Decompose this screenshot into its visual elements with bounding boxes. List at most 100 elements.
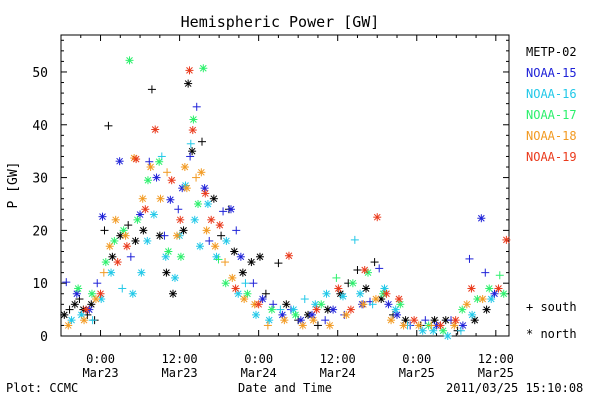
north-point [371,295,380,304]
north-point [323,305,332,314]
north-point [169,289,177,298]
south-point [274,259,283,268]
north-point [228,273,237,282]
north-point [393,310,401,319]
north-point [338,292,347,301]
south-point [145,157,154,166]
south-point [217,231,226,240]
legend-item: NOAA-16 [526,87,577,101]
north-point [190,215,199,224]
north-point [146,163,155,172]
plot-area [60,34,510,337]
north-point [485,284,494,293]
north-point [176,215,185,224]
south-point [124,221,133,230]
north-point [359,300,368,309]
north-point [502,235,511,244]
north-point [201,189,210,198]
north-point [197,168,206,177]
north-point [334,284,343,293]
north-point [141,205,150,214]
north-point [312,305,321,314]
south-point [332,273,341,282]
north-point [185,66,194,75]
legend-item: METP-02 [526,45,577,59]
plot-credit: Plot: CCMC [6,381,79,395]
south-point [465,254,474,263]
north-point [240,295,249,304]
south-point [186,139,195,148]
north-point [139,226,148,235]
north-point [156,194,165,203]
north-point [356,289,365,298]
north-point [284,251,293,260]
north-point [137,268,146,277]
north-point [176,252,185,261]
y-tick-label: 50 [32,66,48,81]
north-point [387,316,396,325]
north-point [267,305,276,314]
south-point [197,137,206,146]
north-point [101,258,110,267]
north-point [172,231,181,240]
north-point [282,300,291,309]
north-point [362,284,371,293]
north-point [70,300,79,309]
north-point [342,310,351,319]
north-point [482,305,491,314]
north-point [207,215,216,224]
north-point [143,176,152,185]
north-point [96,289,105,298]
north-point [125,56,134,65]
south-point [375,264,384,273]
north-point [322,289,331,298]
north-point [291,310,300,319]
marker-legend-item: + south [526,300,577,314]
north-point [87,289,96,298]
north-point [478,295,487,304]
south-point [205,236,214,245]
north-point [80,316,89,325]
north-point [203,199,212,208]
legend-item: NOAA-15 [526,66,577,80]
north-point [179,226,188,235]
north-point [164,247,173,256]
north-point [236,252,245,261]
north-point [394,295,403,304]
data-points [60,56,511,340]
north-point [199,64,208,73]
legend-item: NOAA-18 [526,129,577,143]
x-tick-date-label: Mar24 [320,366,356,380]
north-point [230,247,239,256]
north-point [60,310,69,319]
north-point [467,284,476,293]
north-point [280,316,289,325]
north-point [188,147,197,156]
south-point [321,316,330,325]
north-point [211,242,220,251]
south-point [495,271,504,280]
north-point [167,176,176,185]
north-point [477,214,486,223]
south-point [214,255,223,264]
y-tick-label: 0 [40,330,48,345]
north-point [162,268,171,277]
north-point [487,295,496,304]
north-point [468,310,477,319]
south-point [221,258,230,267]
north-point [258,295,267,304]
north-point [180,163,189,172]
north-point [128,289,137,298]
north-point [105,242,114,251]
south-point [353,265,362,274]
south-point [118,284,127,293]
north-point [170,273,179,282]
south-point [88,316,97,325]
north-point [309,316,318,325]
north-point [155,157,164,166]
north-point [82,305,91,314]
south-point [269,300,278,309]
north-point [436,321,445,330]
x-tick-label: 0:00 [402,352,431,366]
